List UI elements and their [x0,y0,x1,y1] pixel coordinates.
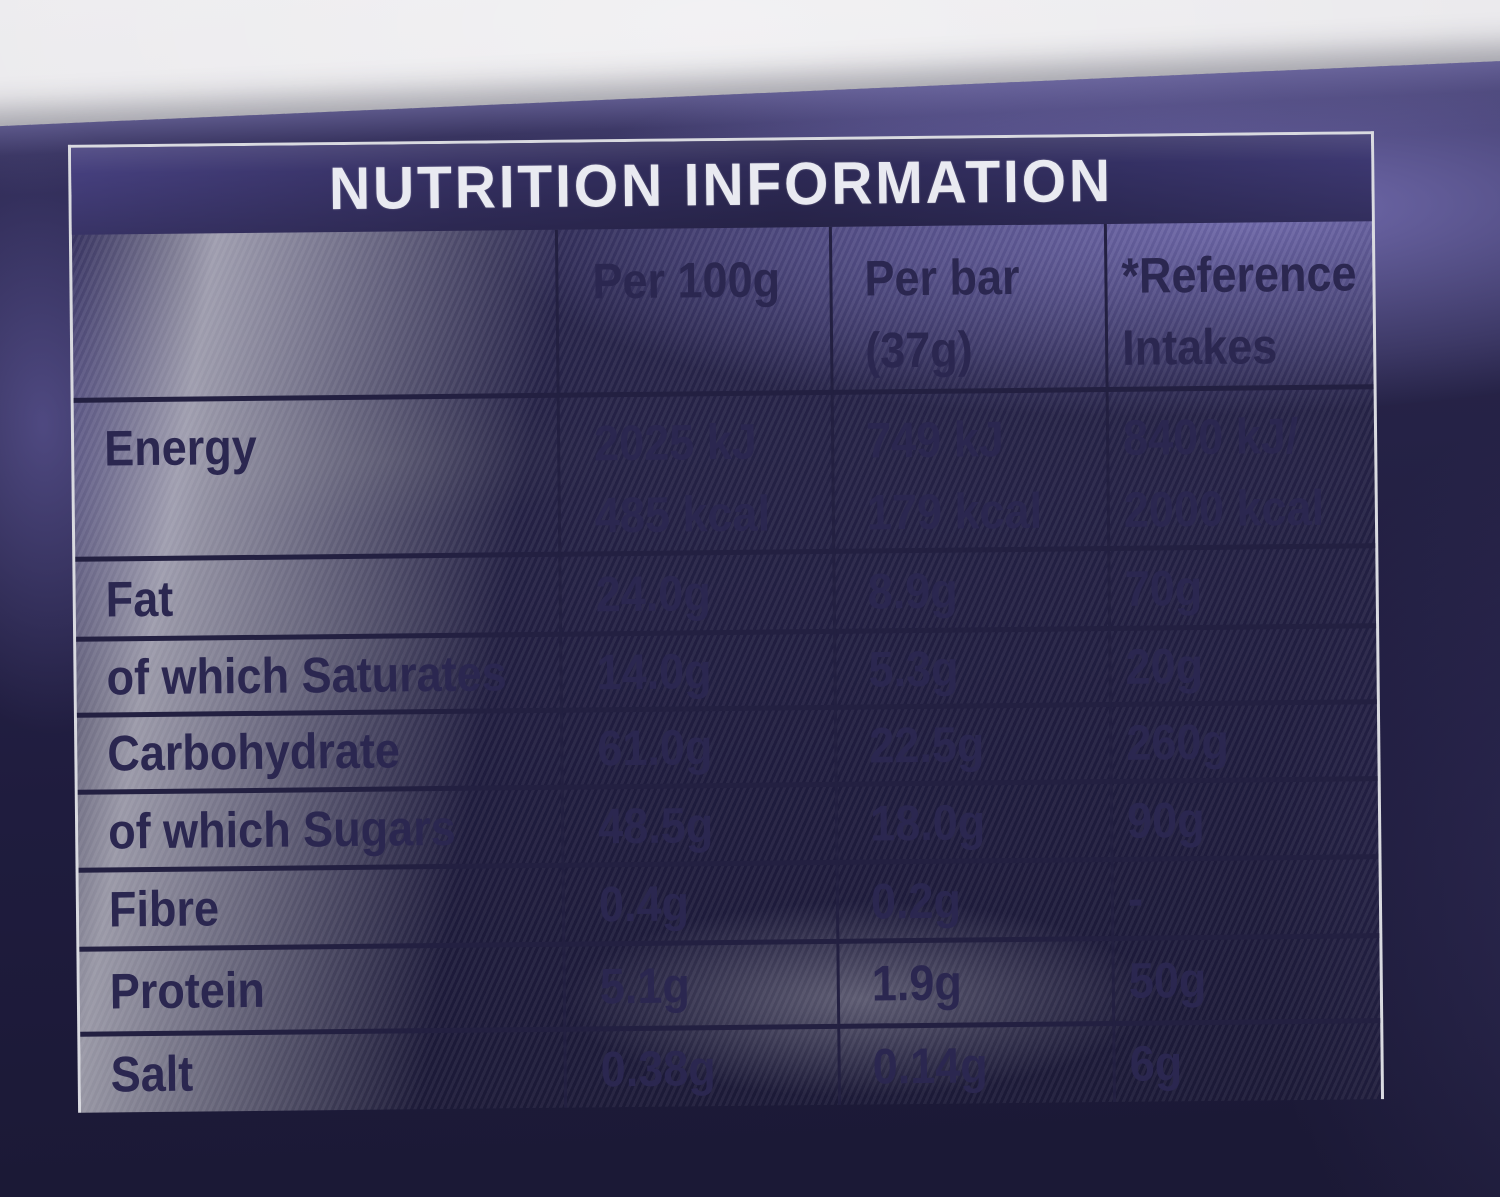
row-fat-per-100g: 24.0g [558,548,834,632]
nutrition-table: Per 100g Per bar (37g) *Reference Intake… [72,221,1382,1113]
row-protein-per-100g: 5.1g [562,938,838,1027]
row-saturates-label: of which Saturates [76,631,560,713]
row-fat-per-bar: 8.9g [832,546,1109,629]
row-energy-per-100g: 2025 kJ 485 kcal [556,389,833,552]
row-fibre-per-100g: 0.4g [561,859,837,942]
nutrition-title: NUTRITION INFORMATION [329,146,1114,223]
row-carbohydrate-label: Carbohydrate [76,707,561,790]
nutrition-label: NUTRITION INFORMATION Per 100g Per bar (… [67,131,1385,1113]
row-fat-label: Fat [75,551,560,637]
row-salt-reference: 6g [1112,1018,1382,1102]
nutrition-title-band: NUTRITION INFORMATION [70,134,1372,235]
row-energy-per-bar: 749 kJ 179 kcal [830,387,1108,549]
row-saturates-per-bar: 5.3g [833,625,1109,705]
row-energy-reference: 8400 kJ/ 2000 kcal [1105,384,1376,547]
row-sugars-per-bar: 18.0g [834,778,1111,860]
column-header-blank [72,230,557,398]
row-carbohydrate-per-bar: 22.5g [833,701,1110,782]
row-salt-per-bar: 0.14g [837,1020,1114,1105]
row-protein-reference: 50g [1111,933,1381,1021]
row-energy-label: Energy [73,392,559,557]
row-sugars-reference: 90g [1109,776,1379,857]
row-carbohydrate-reference: 260g [1108,699,1378,779]
row-saturates-reference: 20g [1108,623,1377,702]
row-fibre-per-bar: 0.2g [835,856,1112,939]
row-sugars-per-100g: 48.5g [560,781,836,863]
row-carbohydrate-per-100g: 61.0g [559,704,835,785]
row-protein-per-bar: 1.9g [836,935,1113,1024]
row-fibre-reference: - [1110,854,1380,936]
row-salt-label: Salt [80,1026,565,1113]
column-header-per-bar: Per bar (37g) [828,224,1106,390]
row-fat-reference: 70g [1107,543,1377,626]
column-header-reference-intakes: *Reference Intakes [1103,221,1374,388]
row-protein-label: Protein [79,941,564,1032]
column-header-per-100g: Per 100g [554,226,831,393]
row-saturates-per-100g: 14.0g [559,628,834,708]
row-salt-per-100g: 0.38g [563,1023,839,1108]
row-fibre-label: Fibre [78,862,563,947]
row-sugars-label: of which Sugars [77,784,562,868]
